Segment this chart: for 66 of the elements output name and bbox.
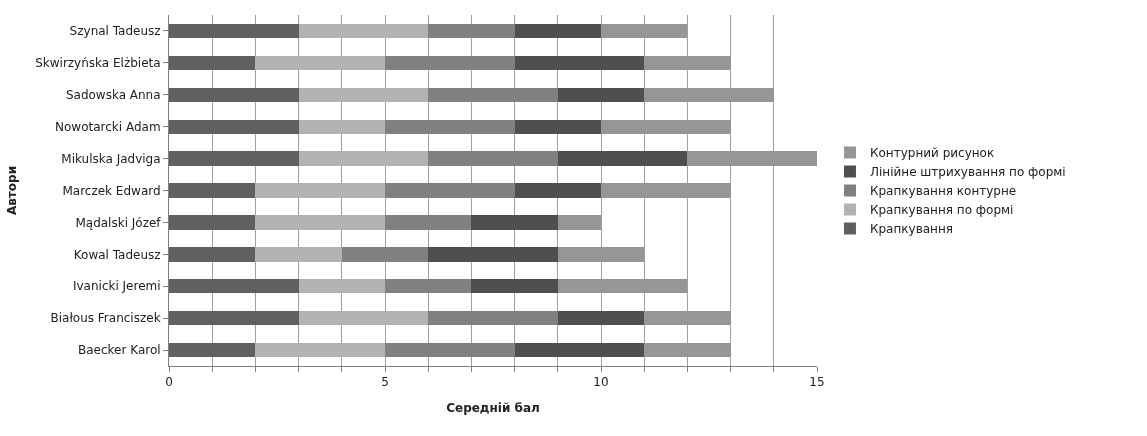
y-tick-label: Skwirzyńska Elżbieta [35, 56, 161, 71]
x-tick-label: 10 [593, 375, 609, 390]
bar [298, 119, 385, 134]
y-tick-label: Białous Franciszek [50, 311, 161, 326]
bar [341, 247, 429, 262]
y-tick-label: Szynal Tadeusz [69, 24, 161, 39]
bar [514, 119, 601, 134]
bar [298, 279, 385, 294]
bar [169, 279, 299, 294]
bar [298, 23, 429, 39]
bar [514, 183, 601, 198]
bar [471, 279, 558, 294]
bar [169, 310, 299, 326]
bar [169, 119, 299, 134]
bar [385, 119, 515, 134]
y-tick-label: Marczek Edward [62, 183, 161, 198]
bar [428, 151, 558, 166]
bar [169, 151, 299, 166]
bar [428, 310, 558, 326]
bar [385, 183, 515, 198]
bar [255, 215, 385, 230]
x-axis-title: Середній бал [446, 401, 540, 416]
bar [169, 342, 256, 358]
legend-label: Крапкування по формі [869, 203, 1014, 218]
bar [428, 247, 558, 262]
y-tick-label: Mądalski Józef [75, 215, 162, 230]
bar [514, 23, 601, 39]
bar [428, 23, 515, 39]
y-tick-label: Sadowska Anna [65, 87, 161, 102]
bar [169, 23, 299, 39]
y-tick-label: Kowal Tadeusz [73, 247, 161, 262]
bar [514, 55, 645, 71]
y-tick-label: Nowotarcki Adam [55, 119, 161, 134]
bar [169, 87, 299, 102]
bar [385, 55, 515, 71]
bar [255, 183, 385, 198]
bar [385, 215, 472, 230]
legend-label: Лінійне штрихування по формі [869, 165, 1066, 180]
legend-label: Крапкування контурне [869, 184, 1017, 199]
bar [557, 87, 645, 102]
y-tick-label: Baecker Karol [78, 343, 161, 358]
bar [514, 342, 645, 358]
bar [385, 279, 472, 294]
bar [169, 55, 256, 71]
legend-label: Крапкування [869, 222, 953, 237]
bar [471, 215, 558, 230]
x-tick-label: 0 [165, 375, 173, 390]
bar [557, 151, 688, 166]
y-axis-title: Автори [5, 165, 20, 216]
y-tick-label: Ivanicki Jeremi [72, 279, 161, 294]
bar [255, 342, 385, 358]
bar [169, 247, 256, 262]
bar [255, 55, 385, 71]
bar [169, 215, 256, 230]
bar [169, 183, 256, 198]
y-tick-label: Mikulska Jadviga [61, 151, 161, 166]
legend-label: Контурний рисунок [869, 146, 995, 161]
bar [557, 310, 645, 326]
bar [385, 342, 515, 358]
x-tick-label: 5 [381, 375, 389, 390]
bar [255, 247, 342, 262]
x-tick-label: 15 [809, 375, 825, 390]
bar [298, 310, 429, 326]
bar [298, 151, 429, 166]
bar [428, 87, 558, 102]
bar [298, 87, 429, 102]
